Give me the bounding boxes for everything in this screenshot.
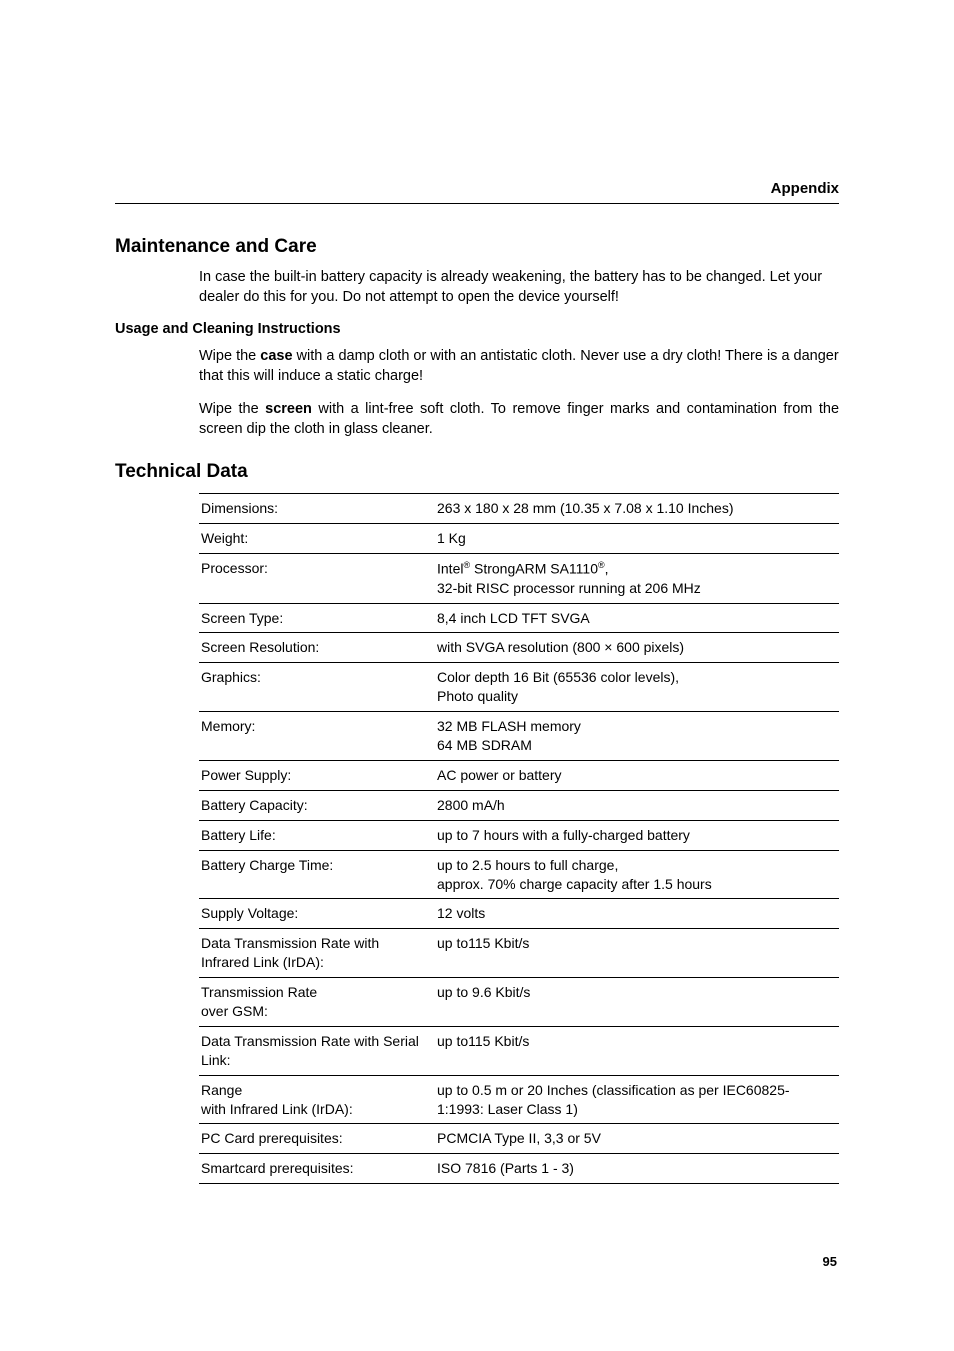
table-row: Battery Charge Time:up to 2.5 hours to f…	[199, 850, 839, 899]
cleaning-p2-a: Wipe the	[199, 401, 265, 417]
spec-key: Battery Capacity:	[199, 790, 435, 820]
technical-data-table: Dimensions:263 x 180 x 28 mm (10.35 x 7.…	[199, 493, 839, 1184]
table-row: Screen Type:8,4 inch LCD TFT SVGA	[199, 603, 839, 633]
spec-value: 2800 mA/h	[435, 790, 839, 820]
table-row: Transmission Rate over GSM:up to 9.6 Kbi…	[199, 978, 839, 1027]
page-number: 95	[115, 1254, 839, 1269]
spec-key: Memory:	[199, 712, 435, 761]
table-row: Supply Voltage:12 volts	[199, 899, 839, 929]
table-row: Range with Infrared Link (IrDA):up to 0.…	[199, 1075, 839, 1124]
spec-key: PC Card prerequisites:	[199, 1124, 435, 1154]
spec-key: Data Transmission Rate with Serial Link:	[199, 1026, 435, 1075]
spec-value: ISO 7816 (Parts 1 - 3)	[435, 1154, 839, 1184]
cleaning-p1-b: with a damp cloth or with an antistatic …	[199, 348, 839, 384]
spec-value: 263 x 180 x 28 mm (10.35 x 7.08 x 1.10 I…	[435, 494, 839, 524]
table-row: Dimensions:263 x 180 x 28 mm (10.35 x 7.…	[199, 494, 839, 524]
table-row: PC Card prerequisites:PCMCIA Type II, 3,…	[199, 1124, 839, 1154]
spec-key: Dimensions:	[199, 494, 435, 524]
usage-cleaning-heading: Usage and Cleaning Instructions	[115, 321, 839, 337]
cleaning-p1: Wipe the case with a damp cloth or with …	[199, 347, 839, 386]
cleaning-p2: Wipe the screen with a lint-free soft cl…	[199, 400, 839, 439]
spec-value: up to 0.5 m or 20 Inches (classification…	[435, 1075, 839, 1124]
spec-value: 32 MB FLASH memory 64 MB SDRAM	[435, 712, 839, 761]
spec-key: Battery Life:	[199, 820, 435, 850]
spec-value: AC power or battery	[435, 760, 839, 790]
spec-value: up to115 Kbit/s	[435, 1026, 839, 1075]
section-technical-title: Technical Data	[115, 461, 839, 483]
table-row: Screen Resolution:with SVGA resolution (…	[199, 633, 839, 663]
header-label: Appendix	[115, 180, 839, 203]
spec-value: Color depth 16 Bit (65536 color levels),…	[435, 663, 839, 712]
table-row: Data Transmission Rate with Serial Link:…	[199, 1026, 839, 1075]
spec-value: up to 7 hours with a fully-charged batte…	[435, 820, 839, 850]
spec-key: Range with Infrared Link (IrDA):	[199, 1075, 435, 1124]
cleaning-p1-bold: case	[260, 348, 292, 364]
table-row: Weight:1 Kg	[199, 524, 839, 554]
spec-key: Data Transmission Rate with Infrared Lin…	[199, 929, 435, 978]
spec-value: Intel® StrongARM SA1110®, 32-bit RISC pr…	[435, 554, 839, 603]
cleaning-p2-bold: screen	[265, 401, 312, 417]
section-maintenance-title: Maintenance and Care	[115, 236, 839, 258]
spec-key: Weight:	[199, 524, 435, 554]
table-row: Graphics:Color depth 16 Bit (65536 color…	[199, 663, 839, 712]
spec-key: Supply Voltage:	[199, 899, 435, 929]
spec-value: up to 9.6 Kbit/s	[435, 978, 839, 1027]
table-row: Battery Life:up to 7 hours with a fully-…	[199, 820, 839, 850]
spec-key: Processor:	[199, 554, 435, 603]
spec-value: 8,4 inch LCD TFT SVGA	[435, 603, 839, 633]
spec-value: up to115 Kbit/s	[435, 929, 839, 978]
spec-key: Power Supply:	[199, 760, 435, 790]
table-row: Data Transmission Rate with Infrared Lin…	[199, 929, 839, 978]
table-row: Memory:32 MB FLASH memory 64 MB SDRAM	[199, 712, 839, 761]
spec-value: PCMCIA Type II, 3,3 or 5V	[435, 1124, 839, 1154]
spec-key: Smartcard prerequisites:	[199, 1154, 435, 1184]
table-row: Processor:Intel® StrongARM SA1110®, 32-b…	[199, 554, 839, 603]
maintenance-intro: In case the built-in battery capacity is…	[199, 268, 839, 307]
table-row: Power Supply:AC power or battery	[199, 760, 839, 790]
cleaning-p1-a: Wipe the	[199, 348, 260, 364]
spec-key: Screen Type:	[199, 603, 435, 633]
spec-value: with SVGA resolution (800 × 600 pixels)	[435, 633, 839, 663]
table-row: Smartcard prerequisites:ISO 7816 (Parts …	[199, 1154, 839, 1184]
table-row: Battery Capacity:2800 mA/h	[199, 790, 839, 820]
spec-key: Graphics:	[199, 663, 435, 712]
spec-value: up to 2.5 hours to full charge, approx. …	[435, 850, 839, 899]
header-rule: Appendix	[115, 180, 839, 204]
spec-key: Battery Charge Time:	[199, 850, 435, 899]
spec-key: Transmission Rate over GSM:	[199, 978, 435, 1027]
spec-key: Screen Resolution:	[199, 633, 435, 663]
page: Appendix Maintenance and Care In case th…	[0, 0, 954, 1329]
spec-value: 12 volts	[435, 899, 839, 929]
spec-value: 1 Kg	[435, 524, 839, 554]
